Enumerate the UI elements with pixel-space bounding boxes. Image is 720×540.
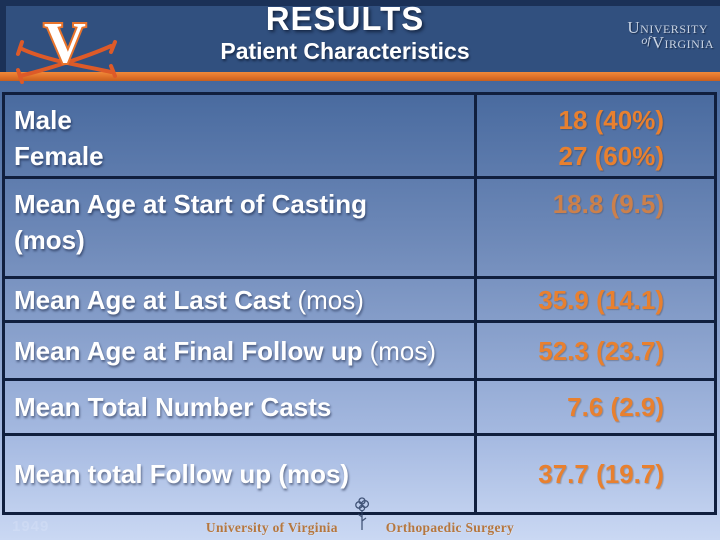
label-age-final-followup: Mean Age at Final Follow up [14, 335, 363, 366]
svg-text:V: V [44, 10, 86, 75]
wordmark-line1: University [627, 18, 708, 37]
row-value-cell: 18 (40%) 27 (60%) [477, 95, 714, 176]
row-label-cell: Mean Age at Last Cast (mos) [5, 279, 477, 320]
table-row-sex: Male Female 18 (40%) 27 (60%) [5, 95, 714, 179]
tree-icon [354, 497, 370, 540]
label-female: Female [14, 141, 104, 171]
label-male: Male [14, 105, 72, 135]
footer-dept: Orthopaedic Surgery [385, 520, 515, 535]
table-row-age-start-casting: Mean Age at Start of Casting (mos) 18.8 … [5, 179, 714, 279]
uva-v-sabers-logo-icon: V [12, 6, 117, 89]
label-line2: (mos) [14, 225, 85, 255]
value-male: 18 (40%) [558, 105, 665, 135]
row-label-cell: Mean Total Number Casts [5, 381, 477, 433]
left-edge-strip [0, 0, 6, 73]
university-wordmark: University ofVirginia [627, 19, 714, 53]
value-age-start: 18.8 (9.5) [552, 189, 664, 219]
title-block: RESULTS Patient Characteristics [0, 1, 690, 65]
slide-watermark: 1949 [12, 518, 50, 535]
wordmark-of: of [641, 33, 651, 47]
row-value-cell: 52.3 (23.7) [477, 323, 714, 378]
wordmark-virginia: Virginia [651, 33, 714, 52]
label-total-casts: Mean Total Number Casts [14, 392, 332, 422]
row-value-cell: 18.8 (9.5) [477, 179, 714, 276]
value-age-final-followup: 52.3 (23.7) [538, 335, 664, 366]
label-age-last-cast: Mean Age at Last Cast [14, 284, 291, 315]
table-row-total-followup: Mean total Follow up (mos) 37.7 (19.7) [5, 436, 714, 512]
orange-divider-band [0, 72, 720, 81]
value-total-followup: 37.7 (19.7) [538, 459, 664, 489]
value-total-casts: 7.6 (2.9) [567, 392, 664, 422]
row-value-cell: 35.9 (14.1) [477, 279, 714, 320]
value-female: 27 (60%) [558, 141, 665, 171]
slide-title: RESULTS [265, 0, 425, 37]
table-row-age-last-cast: Mean Age at Last Cast (mos) 35.9 (14.1) [5, 279, 714, 323]
row-label-cell: Mean Age at Start of Casting (mos) [5, 179, 477, 276]
row-value-cell: 37.7 (19.7) [477, 436, 714, 512]
table-row-age-final-followup: Mean Age at Final Follow up (mos) 52.3 (2… [5, 323, 714, 381]
wordmark-line2: ofVirginia [627, 33, 714, 53]
footer-org: University of Virginia [205, 520, 338, 535]
row-label-cell: Mean total Follow up (mos) [5, 436, 477, 512]
label-line1: Mean Age at Start of Casting [14, 189, 367, 219]
label-unit: (mos) [297, 284, 364, 315]
value-age-last-cast: 35.9 (14.1) [538, 284, 664, 315]
row-label-cell: Male Female [5, 95, 477, 176]
header-band [0, 0, 720, 72]
label-total-followup: Mean total Follow up (mos) [14, 459, 350, 489]
footer: University of Virginia Orthopaedic Surge… [0, 497, 720, 539]
label-unit: (mos) [369, 335, 437, 366]
row-value-cell: 7.6 (2.9) [477, 381, 714, 433]
patient-characteristics-table: Male Female 18 (40%) 27 (60%) Mean Age a… [2, 92, 717, 515]
top-edge-strip [0, 0, 720, 6]
slide-subtitle: Patient Characteristics [220, 38, 470, 64]
table-row-total-casts: Mean Total Number Casts 7.6 (2.9) [5, 381, 714, 436]
row-label-cell: Mean Age at Final Follow up (mos) [5, 323, 477, 378]
